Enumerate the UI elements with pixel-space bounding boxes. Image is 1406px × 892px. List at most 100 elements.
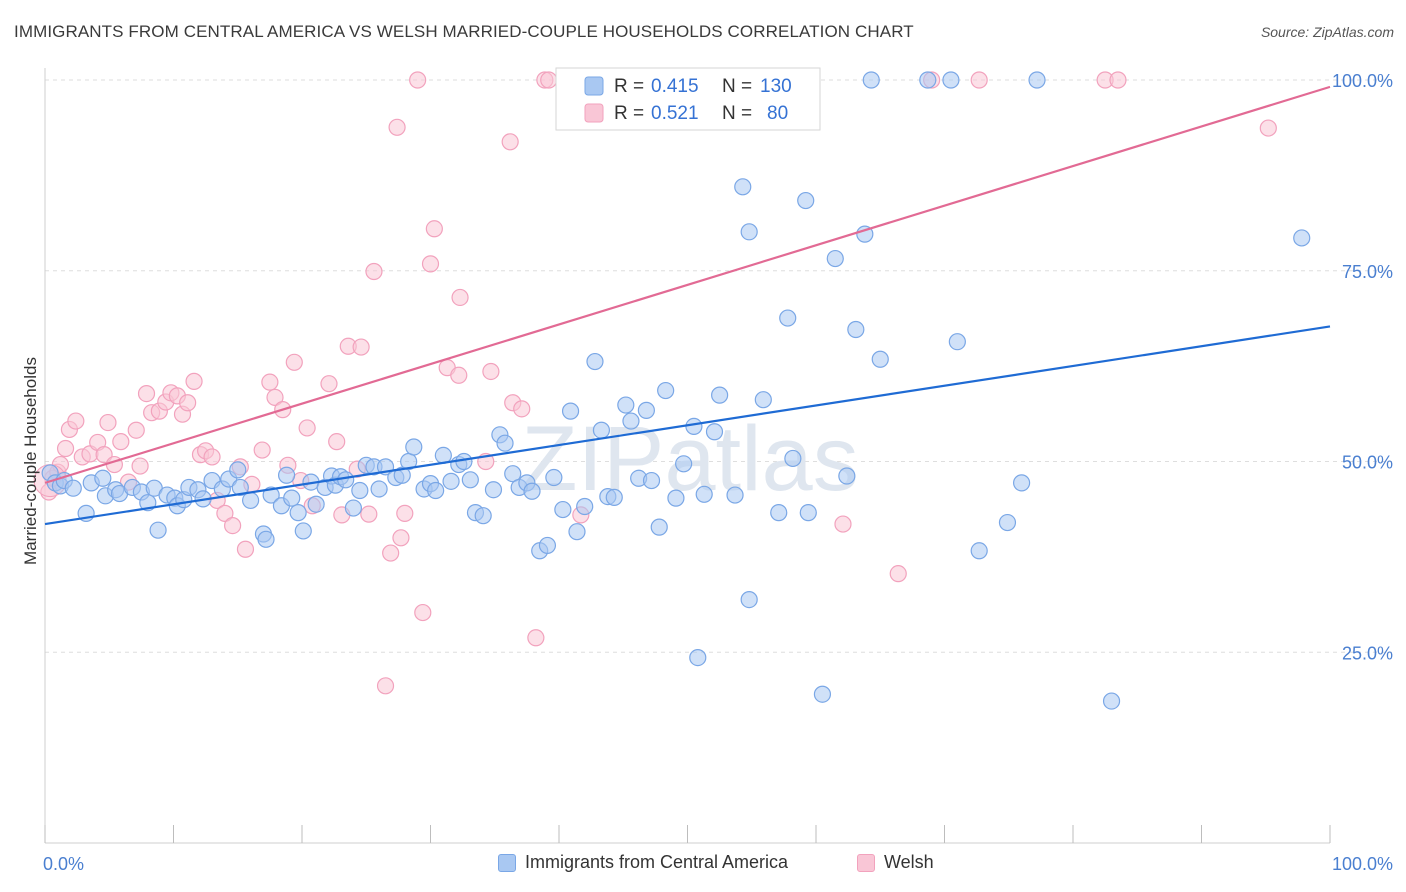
welsh-point-10 <box>95 446 113 464</box>
legend-r-value-2: 0.521 <box>651 103 699 124</box>
central-america-point-102 <box>779 309 797 327</box>
welsh-point-30 <box>216 504 234 522</box>
welsh-point-51 <box>365 262 383 281</box>
welsh-point-24 <box>179 394 197 412</box>
central-america-point-28 <box>242 491 260 510</box>
welsh-point-33 <box>236 540 255 558</box>
bottom-legend-label-welsh: Welsh <box>884 852 934 872</box>
central-america-point-86 <box>637 401 655 419</box>
central-america-point-33 <box>277 466 296 484</box>
central-america-point-92 <box>685 417 703 436</box>
central-america-point-63 <box>474 507 492 525</box>
central-america-point-67 <box>504 465 522 483</box>
welsh-points <box>33 71 1277 695</box>
legend-n-value-2: 80 <box>767 103 788 124</box>
central-america-point-64 <box>484 481 503 499</box>
central-america-point-91 <box>689 648 707 667</box>
central-america-point-61 <box>461 471 479 489</box>
central-america-point-94 <box>705 423 724 441</box>
y-tick-label-0: 25.0% <box>1342 643 1393 663</box>
legend-r-label-1: R = <box>614 76 644 97</box>
central-america-point-70 <box>523 482 541 500</box>
central-america-point-81 <box>605 488 623 506</box>
welsh-point-42 <box>298 419 316 437</box>
welsh-point-52 <box>376 677 395 695</box>
central-america-point-117 <box>998 513 1017 532</box>
central-america-point-99 <box>740 223 758 241</box>
central-america-point-74 <box>554 500 572 519</box>
welsh-point-69 <box>527 629 545 647</box>
welsh-point-37 <box>266 388 284 407</box>
central-america-point-79 <box>592 421 611 439</box>
welsh-point-57 <box>409 71 427 89</box>
legend-r-value-1: 0.415 <box>651 76 699 97</box>
central-america-point-112 <box>871 350 889 368</box>
welsh-point-53 <box>382 544 400 562</box>
welsh-point-68 <box>513 400 531 418</box>
welsh-point-50 <box>360 505 378 523</box>
x-tick-label-0: 0.0% <box>43 854 84 874</box>
welsh-point-79 <box>1259 119 1277 137</box>
central-america-point-120 <box>1102 692 1121 710</box>
bottom-legend-item-central-america[interactable]: Immigrants from Central America <box>498 852 788 873</box>
legend-swatch-central-america <box>584 76 604 96</box>
central-america-point-76 <box>568 523 586 541</box>
central-america-point-36 <box>294 522 312 540</box>
welsh-point-25 <box>185 372 203 390</box>
central-america-point-89 <box>667 489 685 507</box>
welsh-point-11 <box>99 413 117 432</box>
central-america-point-101 <box>770 504 788 522</box>
central-america-point-88 <box>657 381 675 400</box>
central-america-point-4 <box>64 479 82 497</box>
central-america-point-53 <box>405 438 423 456</box>
welsh-point-62 <box>450 366 468 384</box>
welsh-point-15 <box>127 421 145 439</box>
trend-lines <box>44 85 1331 526</box>
legend-n-value-1: 130 <box>760 76 792 97</box>
welsh-point-74 <box>889 565 907 583</box>
y-axis-label: Married-couple Households <box>21 357 40 565</box>
y-tick-label-2: 75.0% <box>1342 262 1393 282</box>
central-america-point-98 <box>740 591 758 609</box>
welsh-point-45 <box>328 433 346 451</box>
central-america-point-107 <box>826 249 844 268</box>
central-america-point-43 <box>337 471 355 489</box>
central-america-trend-line <box>44 325 1331 526</box>
central-america-point-34 <box>283 489 301 507</box>
central-america-point-108 <box>838 467 856 485</box>
central-america-point-119 <box>1028 71 1046 89</box>
central-america-point-83 <box>622 412 640 430</box>
central-america-point-85 <box>642 471 661 490</box>
central-america-point-93 <box>695 485 713 503</box>
welsh-point-4 <box>56 439 75 458</box>
source-label: Source: ZipAtlas.com <box>1260 24 1394 40</box>
central-america-point-104 <box>797 191 815 210</box>
welsh-point-16 <box>131 457 149 475</box>
welsh-point-49 <box>352 338 370 356</box>
central-america-point-56 <box>427 481 445 500</box>
welsh-point-60 <box>425 220 443 238</box>
y-tick-label-3: 100.0% <box>1332 71 1393 91</box>
central-america-point-113 <box>919 71 937 89</box>
welsh-point-63 <box>451 288 469 307</box>
bottom-legend-item-welsh[interactable]: Welsh <box>857 852 934 873</box>
central-america-point-111 <box>862 71 880 89</box>
central-america-point-44 <box>344 499 362 517</box>
welsh-point-31 <box>224 516 242 535</box>
welsh-point-58 <box>414 603 432 622</box>
central-america-point-66 <box>496 434 514 452</box>
central-america-point-82 <box>617 396 635 414</box>
central-america-swatch <box>498 853 516 872</box>
central-america-point-96 <box>726 486 744 504</box>
welsh-swatch <box>857 853 875 872</box>
central-america-point-90 <box>675 455 693 473</box>
central-america-point-97 <box>734 178 752 196</box>
central-america-point-58 <box>442 472 460 490</box>
welsh-point-13 <box>112 433 130 451</box>
central-america-point-78 <box>586 352 604 371</box>
welsh-point-36 <box>261 373 279 391</box>
y-tick-label-1: 50.0% <box>1342 453 1393 473</box>
welsh-point-78 <box>1109 71 1127 89</box>
central-america-point-77 <box>576 497 594 516</box>
